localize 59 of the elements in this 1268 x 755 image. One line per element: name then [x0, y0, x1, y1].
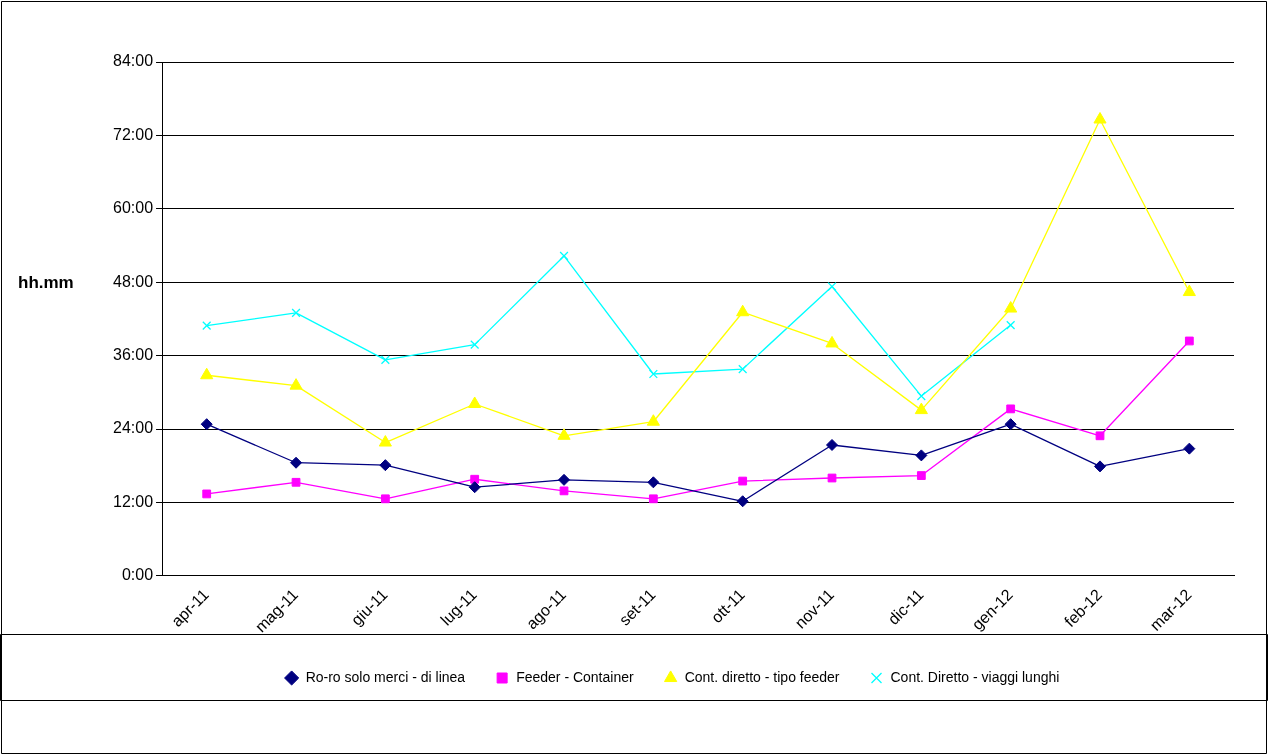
point	[738, 364, 748, 374]
point	[825, 335, 839, 348]
y-tick-label: 60:00	[112, 199, 154, 217]
point	[1182, 284, 1196, 297]
point	[1093, 112, 1107, 124]
point	[291, 477, 301, 487]
point	[200, 367, 214, 380]
point	[470, 340, 480, 350]
point	[915, 449, 928, 462]
point	[647, 476, 660, 489]
point	[736, 304, 750, 317]
y-tick-label: 24:00	[112, 419, 154, 437]
point	[736, 495, 749, 508]
point	[914, 402, 928, 415]
y-tick-label: 12:00	[112, 492, 154, 510]
point	[380, 494, 390, 504]
point	[1006, 320, 1016, 330]
point	[648, 369, 658, 379]
point	[289, 378, 303, 390]
point	[916, 391, 926, 401]
point	[1184, 336, 1194, 346]
point	[827, 281, 837, 292]
point	[648, 494, 658, 504]
point	[1004, 301, 1018, 313]
legend-label: Cont. Diretto - viaggi lunghi	[890, 668, 1060, 685]
point	[380, 355, 390, 365]
point	[646, 414, 660, 426]
legend-label: Cont. diretto - tipo feeder	[684, 668, 840, 685]
point	[291, 308, 301, 318]
y-tick-label: 48:00	[112, 272, 154, 290]
point	[290, 456, 303, 469]
legend-label: Ro-ro solo merci - di linea	[305, 668, 466, 685]
point	[468, 481, 481, 494]
point	[558, 473, 571, 486]
point	[202, 489, 212, 499]
y-tick-label: 0:00	[121, 566, 154, 584]
point	[559, 251, 569, 261]
point	[1095, 431, 1105, 441]
legend-label: Feeder - Container	[516, 668, 634, 685]
point	[559, 486, 569, 496]
y-tick-label: 36:00	[112, 346, 154, 364]
point	[202, 321, 212, 331]
point	[738, 476, 748, 486]
point	[200, 418, 213, 431]
point	[379, 459, 392, 472]
point	[826, 438, 839, 451]
point	[378, 435, 392, 447]
point	[1004, 418, 1017, 431]
point	[1094, 460, 1107, 473]
point	[557, 428, 571, 440]
y-axis-title: hh.mm	[18, 272, 74, 292]
point	[468, 396, 482, 408]
y-tick-label: 84:00	[112, 52, 154, 70]
y-tick-label: 72:00	[112, 125, 154, 143]
point	[1183, 442, 1196, 455]
point	[916, 471, 926, 480]
point	[827, 473, 837, 483]
point	[470, 474, 480, 484]
point	[1006, 404, 1016, 414]
